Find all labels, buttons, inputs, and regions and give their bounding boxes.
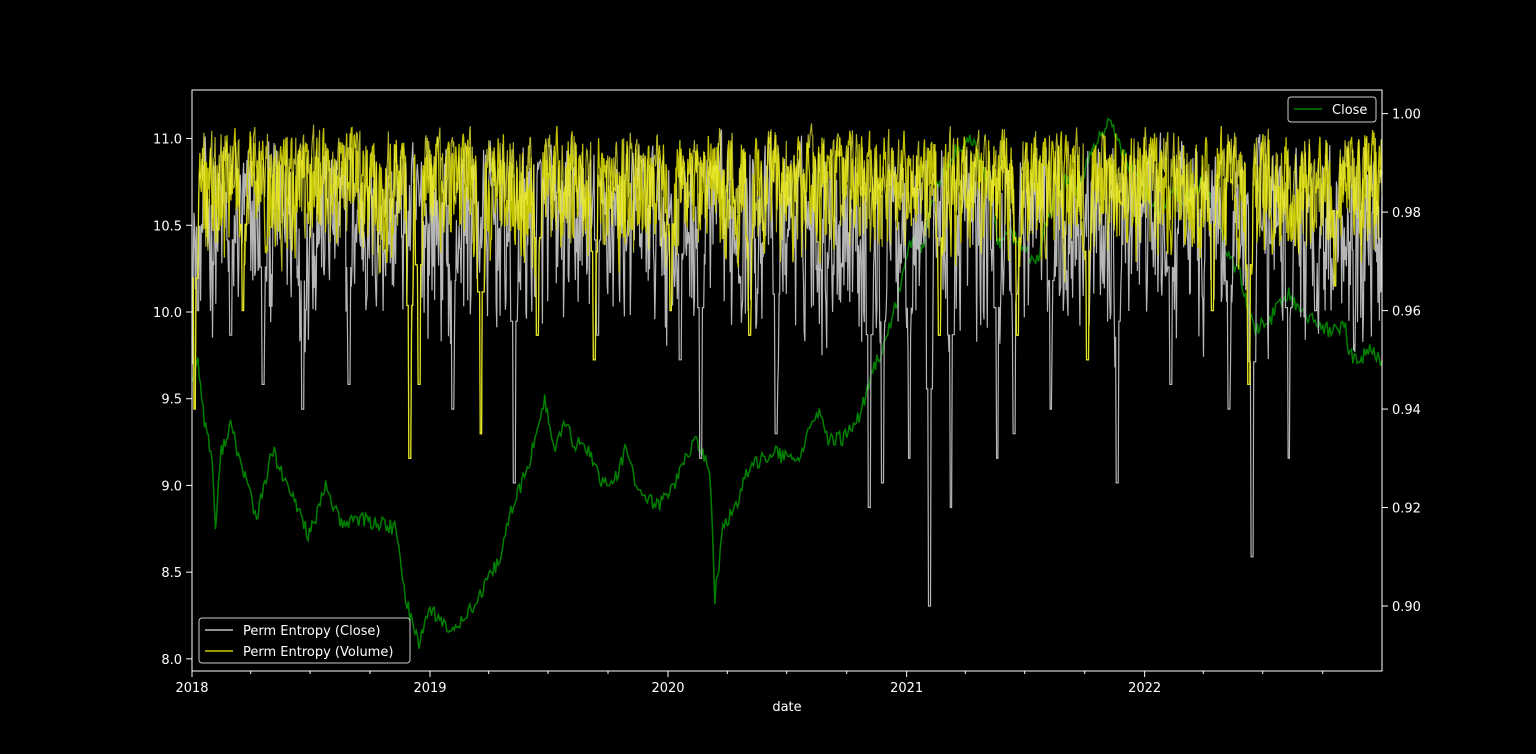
y-right-tick-label: 0.90 <box>1392 600 1421 615</box>
x-tick-label: 2020 <box>651 681 684 696</box>
x-tick-label: 2019 <box>413 681 446 696</box>
y-right-tick-label: 0.98 <box>1392 206 1421 221</box>
legend-left: Perm Entropy (Close) Perm Entropy (Volum… <box>198 617 411 664</box>
legend-right-box <box>1287 96 1377 123</box>
series-layer <box>191 117 1383 649</box>
x-axis-label: date <box>772 700 801 715</box>
y-left-tick-label: 10.5 <box>153 219 182 234</box>
y-left-tick-label: 8.5 <box>161 566 182 581</box>
legend-label-pe-close: Perm Entropy (Close) <box>243 624 380 639</box>
legend-label-close: Close <box>1332 103 1367 118</box>
y-left-tick-label: 8.0 <box>161 653 182 668</box>
series-perm-entropy-close-line <box>191 129 1383 607</box>
x-tick-label: 2022 <box>1128 681 1161 696</box>
y-left-tick-label: 9.0 <box>161 479 182 494</box>
legend-left-box <box>198 617 411 664</box>
y-right-tick-label: 1.00 <box>1392 108 1421 123</box>
legend-right: Close <box>1287 96 1377 123</box>
series-perm-entropy-volume-highlight <box>192 123 1383 459</box>
x-tick-label: 2018 <box>175 681 208 696</box>
y-right-tick-label: 0.96 <box>1392 305 1421 320</box>
y-right-tick-label: 0.92 <box>1392 502 1421 517</box>
legend-label-pe-volume: Perm Entropy (Volume) <box>243 645 393 660</box>
y-left-tick-label: 11.0 <box>153 133 182 148</box>
y-left-tick-label: 9.5 <box>161 393 182 408</box>
y-right-tick-label: 0.94 <box>1392 403 1421 418</box>
y-left-tick-label: 10.0 <box>153 306 182 321</box>
axis-layer: 2018 2019 2020 2021 2022 8.0 8.5 9.0 9.5 10.0 10.5… <box>153 108 1421 696</box>
x-tick-label: 2021 <box>890 681 923 696</box>
